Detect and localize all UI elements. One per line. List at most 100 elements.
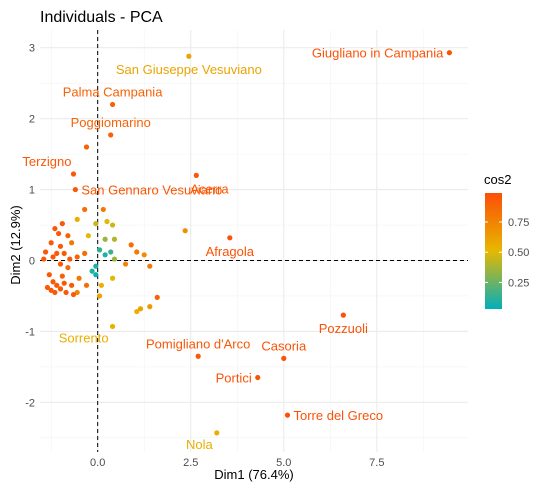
data-point bbox=[70, 171, 77, 177]
data-point bbox=[98, 282, 105, 288]
data-point bbox=[56, 230, 62, 237]
data-point bbox=[108, 132, 114, 138]
data-point bbox=[42, 249, 49, 255]
data-point bbox=[85, 233, 91, 239]
x-axis-title: Dim1 (76.4%) bbox=[214, 467, 293, 482]
legend-tick-label: 0.75 bbox=[508, 217, 529, 229]
data-point bbox=[137, 306, 144, 312]
data-point bbox=[96, 247, 103, 253]
data-point bbox=[102, 252, 108, 258]
data-point bbox=[281, 355, 287, 361]
data-point bbox=[227, 235, 233, 241]
data-point bbox=[74, 216, 80, 222]
y-tick-label: 3 bbox=[29, 43, 35, 55]
legend-tick-label: 0.50 bbox=[508, 247, 529, 259]
data-point bbox=[69, 282, 75, 288]
data-point bbox=[57, 243, 64, 249]
y-tick-label: 2 bbox=[29, 114, 35, 126]
data-point bbox=[89, 268, 95, 274]
data-point bbox=[214, 430, 220, 436]
point-label: Palma Campania bbox=[63, 84, 163, 99]
data-point bbox=[74, 254, 80, 260]
point-label: Casoria bbox=[261, 338, 307, 353]
data-point bbox=[65, 233, 71, 239]
data-point bbox=[69, 240, 75, 246]
data-point bbox=[111, 236, 118, 242]
data-point bbox=[134, 308, 140, 315]
data-point bbox=[76, 275, 82, 281]
data-point bbox=[65, 264, 71, 271]
data-point bbox=[147, 263, 153, 269]
data-point bbox=[182, 228, 188, 234]
data-point bbox=[41, 256, 47, 262]
point-label: Acerra bbox=[190, 181, 229, 196]
data-point bbox=[195, 353, 201, 359]
data-point bbox=[154, 294, 160, 300]
y-axis-title: Dim2 (12.9%) bbox=[8, 205, 23, 284]
point-label: Pomigliano d'Arco bbox=[146, 336, 250, 351]
data-point bbox=[96, 293, 103, 299]
data-point bbox=[70, 291, 77, 298]
point-label: Portici bbox=[216, 371, 252, 386]
data-point bbox=[193, 172, 199, 178]
data-point bbox=[50, 279, 56, 285]
y-tick-label: 1 bbox=[29, 185, 35, 197]
data-point bbox=[61, 250, 67, 257]
data-point bbox=[134, 249, 140, 255]
legend-tick-label: 0.25 bbox=[508, 277, 529, 289]
data-point bbox=[93, 272, 99, 278]
y-tick-label: -1 bbox=[25, 326, 35, 338]
data-point bbox=[141, 252, 147, 258]
data-point bbox=[123, 261, 129, 267]
point-label: Nola bbox=[186, 437, 214, 452]
chart-title: Individuals - PCA bbox=[40, 9, 163, 26]
point-label: Giugliano in Campania bbox=[312, 46, 444, 61]
x-tick-label: 5.0 bbox=[276, 457, 291, 469]
data-point bbox=[100, 206, 106, 213]
data-point bbox=[93, 221, 99, 227]
data-point bbox=[61, 280, 67, 286]
data-point bbox=[147, 304, 153, 310]
data-point bbox=[72, 186, 78, 193]
point-labels-layer: Giugliano in Campania San Giuseppe Vesuvi… bbox=[22, 46, 444, 452]
x-tick-label: 0.0 bbox=[90, 457, 105, 469]
data-point bbox=[255, 374, 261, 381]
y-tick-label: 0 bbox=[29, 256, 35, 268]
panel-background bbox=[40, 30, 468, 452]
data-point bbox=[82, 250, 88, 257]
data-point bbox=[108, 249, 114, 255]
data-point bbox=[186, 53, 192, 59]
y-tick-label: -2 bbox=[25, 397, 35, 409]
data-point bbox=[67, 256, 73, 262]
data-point bbox=[54, 282, 60, 288]
data-point bbox=[93, 263, 99, 269]
data-point bbox=[446, 50, 452, 56]
data-point bbox=[284, 412, 291, 418]
data-point bbox=[340, 312, 346, 318]
point-label: Poggiomarino bbox=[71, 115, 151, 130]
data-point bbox=[54, 250, 60, 257]
data-point bbox=[57, 286, 64, 292]
data-point bbox=[128, 242, 134, 248]
data-point bbox=[59, 273, 65, 279]
point-label: San Giuseppe Vesuviano bbox=[116, 62, 262, 77]
point-label: Sorrento bbox=[59, 330, 109, 345]
data-point bbox=[50, 254, 56, 260]
data-point bbox=[83, 144, 90, 150]
axes-layer: 0.0 2.5 5.0 7.5 -2 -1 0 1 2 3 bbox=[25, 43, 384, 469]
data-point bbox=[111, 256, 118, 262]
data-point bbox=[104, 218, 110, 225]
legend-title: cos2 bbox=[484, 172, 511, 187]
point-label: Pozzuoli bbox=[319, 321, 368, 336]
points-layer bbox=[41, 50, 452, 436]
point-label: San Gennaro Vesuviano bbox=[81, 183, 222, 198]
legend-colorbar bbox=[485, 193, 502, 309]
data-point bbox=[52, 225, 58, 232]
x-tick-label: 2.5 bbox=[183, 457, 198, 469]
data-point bbox=[109, 222, 116, 228]
data-point bbox=[83, 282, 90, 288]
data-point bbox=[109, 101, 116, 108]
data-point bbox=[46, 272, 52, 278]
data-point bbox=[109, 323, 116, 330]
